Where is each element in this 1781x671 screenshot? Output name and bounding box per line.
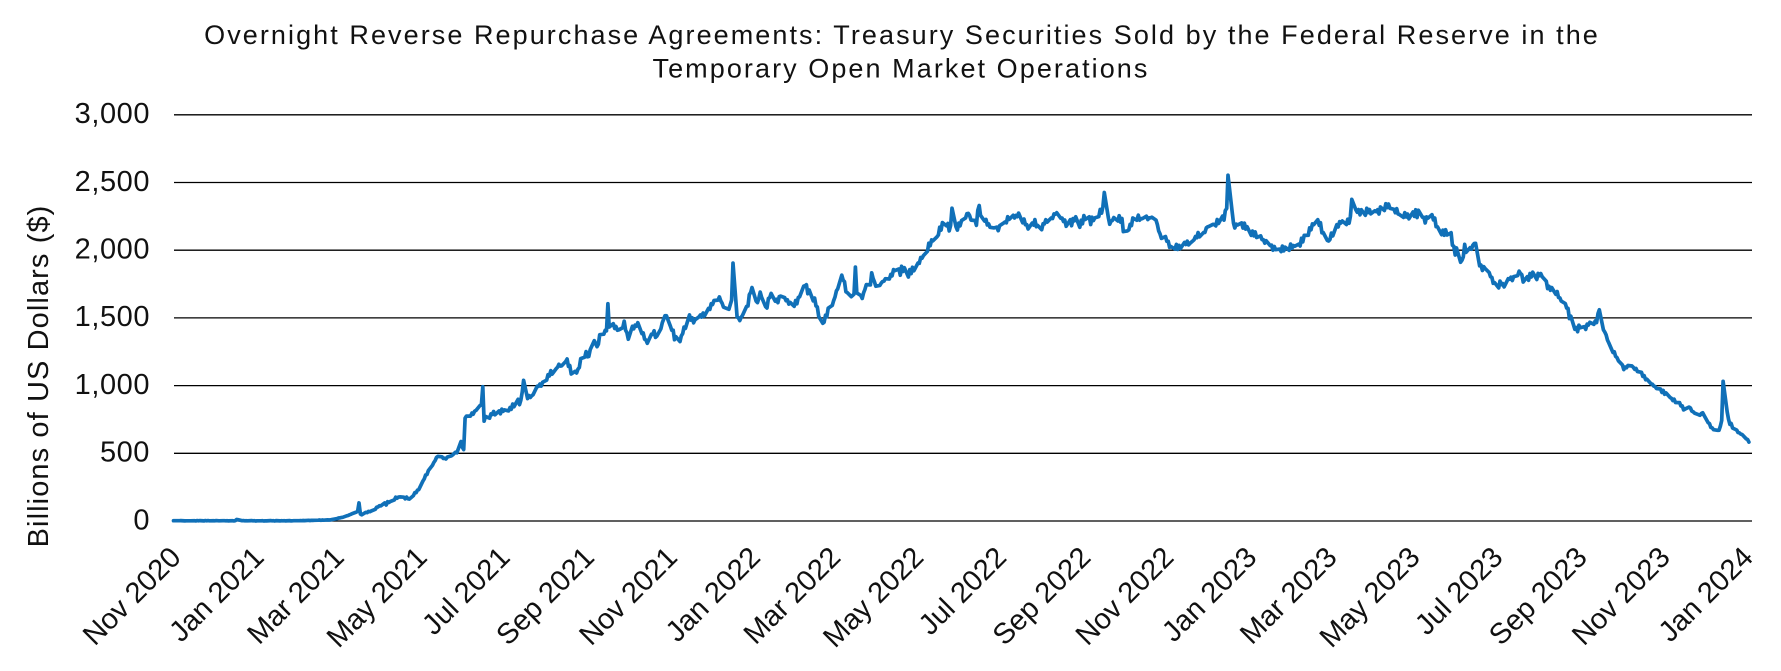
svg-text:Temporary Open Market Operatio: Temporary Open Market Operations [653,54,1150,84]
svg-text:2,500: 2,500 [75,166,150,198]
svg-text:1,500: 1,500 [75,301,150,333]
svg-text:Overnight Reverse Repurchase A: Overnight Reverse Repurchase Agreements:… [204,20,1600,50]
svg-text:Billions of US Dollars ($): Billions of US Dollars ($) [23,205,55,548]
svg-text:0: 0 [133,504,150,536]
svg-text:2,000: 2,000 [75,234,150,266]
svg-text:3,000: 3,000 [75,98,150,130]
svg-text:1,000: 1,000 [75,369,150,401]
svg-text:500: 500 [100,437,150,469]
